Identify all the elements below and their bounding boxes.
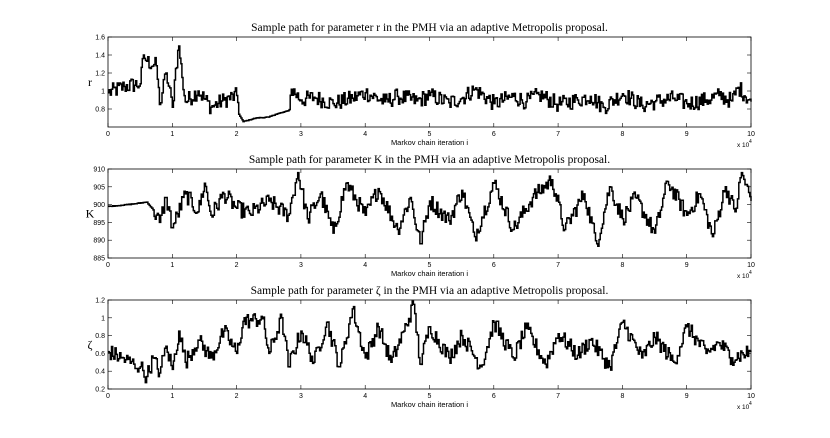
x-tick-label: 0 — [106, 131, 110, 138]
x-tick-label: 5 — [428, 131, 432, 138]
y-axis-label-k: K — [86, 207, 95, 221]
x-axis-label-r: Markov chain iteration i — [391, 138, 468, 147]
plot-frame-k — [107, 168, 752, 259]
x-tick-label: 6 — [492, 131, 496, 138]
y-tick-label: 1.6 — [95, 35, 105, 42]
y-axis-label-zeta: ζ — [88, 338, 93, 352]
x-tick-label: 8 — [620, 131, 624, 138]
series-line-k — [108, 171, 752, 247]
x-axis-label-zeta: Markov chain iteration i — [391, 400, 468, 409]
panel-k: Sample path for parameter K in the PMH v… — [86, 154, 755, 280]
x-tick-label: 2 — [235, 393, 239, 400]
panel-r: Sample path for parameter r in the PMH v… — [88, 22, 755, 149]
y-tick-label: 895 — [93, 220, 105, 227]
x-tick-label: 7 — [556, 131, 560, 138]
y-tick-label: 1.2 — [95, 298, 105, 305]
y-tick-label: 885 — [93, 256, 105, 263]
x-tick-label: 8 — [620, 393, 624, 400]
chart-title-zeta: Sample path for parameter ζ in the PMH v… — [251, 285, 609, 297]
x-tick-label: 9 — [685, 262, 689, 269]
y-tick-label: 0.8 — [95, 107, 105, 114]
x-multiplier-r: x 10 — [737, 142, 750, 149]
y-tick-label: 890 — [93, 238, 105, 245]
chart-title-r: Sample path for parameter r in the PMH v… — [251, 22, 608, 34]
x-tick-label: 6 — [492, 262, 496, 269]
x-tick-label: 3 — [299, 393, 303, 400]
y-tick-label: 910 — [93, 167, 105, 174]
x-tick-label: 10 — [747, 393, 755, 400]
x-tick-label: 3 — [299, 131, 303, 138]
x-tick-label: 1 — [170, 393, 174, 400]
x-tick-label: 9 — [685, 131, 689, 138]
x-tick-label: 1 — [170, 131, 174, 138]
x-tick-label: 9 — [685, 393, 689, 400]
x-tick-label: 5 — [428, 393, 432, 400]
x-tick-label: 2 — [235, 131, 239, 138]
series-line-zeta — [108, 300, 752, 384]
y-tick-label: 1.4 — [95, 53, 105, 60]
x-tick-label: 8 — [620, 262, 624, 269]
x-tick-label: 1 — [170, 262, 174, 269]
x-tick-label: 4 — [363, 393, 367, 400]
x-tick-label: 4 — [363, 131, 367, 138]
x-tick-label: 4 — [363, 262, 367, 269]
x-tick-label: 10 — [747, 131, 755, 138]
x-tick-label: 3 — [299, 262, 303, 269]
y-tick-label: 1 — [101, 315, 105, 322]
x-multiplier-exponent-k: 4 — [749, 270, 752, 276]
x-axis-label-k: Markov chain iteration i — [391, 269, 468, 278]
y-tick-label: 0.6 — [95, 351, 105, 358]
x-tick-label: 2 — [235, 262, 239, 269]
plot-frame-r — [107, 36, 752, 128]
y-tick-label: 0.4 — [95, 369, 105, 376]
x-tick-label: 10 — [747, 262, 755, 269]
y-tick-label: 0.2 — [95, 387, 105, 394]
x-tick-label: 5 — [428, 262, 432, 269]
x-tick-label: 7 — [556, 262, 560, 269]
x-multiplier-k: x 10 — [737, 273, 750, 280]
y-tick-label: 900 — [93, 202, 105, 209]
x-tick-label: 6 — [492, 393, 496, 400]
x-multiplier-exponent-zeta: 4 — [749, 401, 752, 407]
series-line-r — [108, 45, 752, 123]
y-tick-label: 905 — [93, 184, 105, 191]
x-tick-label: 0 — [106, 262, 110, 269]
y-axis-label-r: r — [88, 75, 92, 89]
y-tick-label: 0.8 — [95, 333, 105, 340]
chart-title-k: Sample path for parameter K in the PMH v… — [249, 154, 610, 166]
x-tick-label: 0 — [106, 393, 110, 400]
x-multiplier-zeta: x 10 — [737, 404, 750, 411]
y-tick-label: 1.2 — [95, 71, 105, 78]
panel-zeta: Sample path for parameter ζ in the PMH v… — [88, 285, 755, 411]
x-tick-label: 7 — [556, 393, 560, 400]
y-tick-label: 1 — [101, 89, 105, 96]
x-multiplier-exponent-r: 4 — [749, 139, 752, 145]
plot-frame-zeta — [107, 299, 752, 390]
